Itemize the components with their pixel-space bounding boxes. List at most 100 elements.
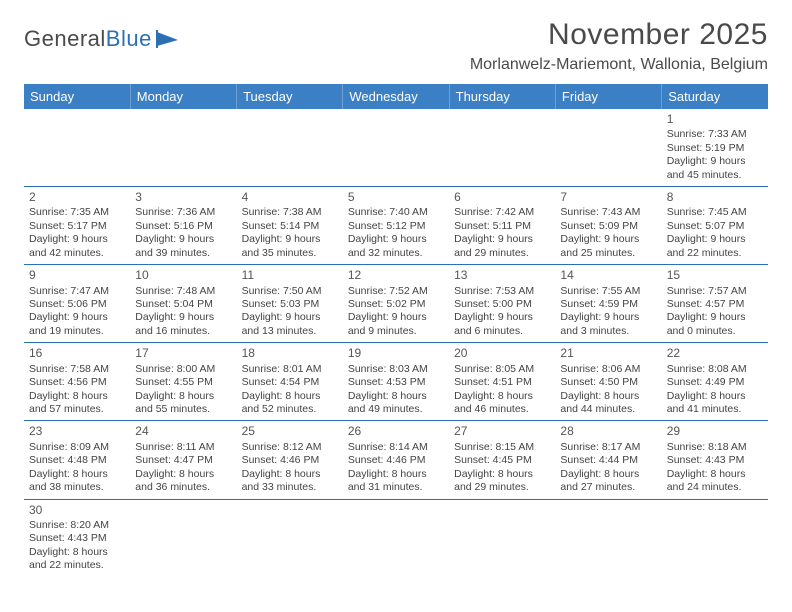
daylight-text: Daylight: 8 hours and 31 minutes. bbox=[348, 468, 444, 495]
day-number: 19 bbox=[348, 346, 444, 361]
sunset-text: Sunset: 5:14 PM bbox=[242, 220, 338, 233]
daylight-text: Daylight: 8 hours and 46 minutes. bbox=[454, 390, 550, 417]
day-number: 7 bbox=[560, 190, 656, 205]
daylight-text: Daylight: 9 hours and 16 minutes. bbox=[135, 311, 231, 338]
sunset-text: Sunset: 5:19 PM bbox=[667, 142, 763, 155]
calendar-cell: 19Sunrise: 8:03 AMSunset: 4:53 PMDayligh… bbox=[343, 343, 449, 421]
sunset-text: Sunset: 4:43 PM bbox=[667, 454, 763, 467]
day-header: Saturday bbox=[662, 84, 768, 109]
day-number: 5 bbox=[348, 190, 444, 205]
calendar-cell: 12Sunrise: 7:52 AMSunset: 5:02 PMDayligh… bbox=[343, 265, 449, 343]
calendar-cell: 27Sunrise: 8:15 AMSunset: 4:45 PMDayligh… bbox=[449, 421, 555, 499]
calendar-cell: 28Sunrise: 8:17 AMSunset: 4:44 PMDayligh… bbox=[555, 421, 661, 499]
day-header: Thursday bbox=[449, 84, 555, 109]
sunrise-text: Sunrise: 8:14 AM bbox=[348, 441, 444, 454]
calendar-cell: 16Sunrise: 7:58 AMSunset: 4:56 PMDayligh… bbox=[24, 343, 130, 421]
location-text: Morlanwelz-Mariemont, Wallonia, Belgium bbox=[470, 56, 768, 74]
day-number: 14 bbox=[560, 268, 656, 283]
calendar-week-row: 23Sunrise: 8:09 AMSunset: 4:48 PMDayligh… bbox=[24, 421, 768, 499]
sunset-text: Sunset: 4:43 PM bbox=[29, 532, 125, 545]
calendar-table: SundayMondayTuesdayWednesdayThursdayFrid… bbox=[24, 84, 768, 577]
day-number: 17 bbox=[135, 346, 231, 361]
calendar-week-row: 16Sunrise: 7:58 AMSunset: 4:56 PMDayligh… bbox=[24, 343, 768, 421]
day-number: 8 bbox=[667, 190, 763, 205]
sunset-text: Sunset: 4:55 PM bbox=[135, 376, 231, 389]
calendar-week-row: 2Sunrise: 7:35 AMSunset: 5:17 PMDaylight… bbox=[24, 187, 768, 265]
daylight-text: Daylight: 9 hours and 45 minutes. bbox=[667, 155, 763, 182]
sunset-text: Sunset: 5:02 PM bbox=[348, 298, 444, 311]
calendar-cell bbox=[449, 109, 555, 187]
sunrise-text: Sunrise: 8:06 AM bbox=[560, 363, 656, 376]
calendar-body: 1Sunrise: 7:33 AMSunset: 5:19 PMDaylight… bbox=[24, 109, 768, 577]
daylight-text: Daylight: 8 hours and 29 minutes. bbox=[454, 468, 550, 495]
sunrise-text: Sunrise: 7:45 AM bbox=[667, 206, 763, 219]
sunrise-text: Sunrise: 7:48 AM bbox=[135, 285, 231, 298]
calendar-cell: 3Sunrise: 7:36 AMSunset: 5:16 PMDaylight… bbox=[130, 187, 236, 265]
day-number: 27 bbox=[454, 424, 550, 439]
calendar-cell: 18Sunrise: 8:01 AMSunset: 4:54 PMDayligh… bbox=[237, 343, 343, 421]
daylight-text: Daylight: 8 hours and 38 minutes. bbox=[29, 468, 125, 495]
sunset-text: Sunset: 4:53 PM bbox=[348, 376, 444, 389]
daylight-text: Daylight: 8 hours and 24 minutes. bbox=[667, 468, 763, 495]
sunset-text: Sunset: 5:07 PM bbox=[667, 220, 763, 233]
sunrise-text: Sunrise: 8:00 AM bbox=[135, 363, 231, 376]
sunrise-text: Sunrise: 8:20 AM bbox=[29, 519, 125, 532]
sunrise-text: Sunrise: 7:36 AM bbox=[135, 206, 231, 219]
daylight-text: Daylight: 9 hours and 19 minutes. bbox=[29, 311, 125, 338]
day-number: 3 bbox=[135, 190, 231, 205]
sunset-text: Sunset: 4:54 PM bbox=[242, 376, 338, 389]
logo-text: GeneralBlue bbox=[24, 26, 152, 52]
calendar-cell bbox=[130, 109, 236, 187]
calendar-cell: 15Sunrise: 7:57 AMSunset: 4:57 PMDayligh… bbox=[662, 265, 768, 343]
calendar-cell: 17Sunrise: 8:00 AMSunset: 4:55 PMDayligh… bbox=[130, 343, 236, 421]
sunset-text: Sunset: 4:59 PM bbox=[560, 298, 656, 311]
day-number: 11 bbox=[242, 268, 338, 283]
calendar-cell: 22Sunrise: 8:08 AMSunset: 4:49 PMDayligh… bbox=[662, 343, 768, 421]
calendar-week-row: 9Sunrise: 7:47 AMSunset: 5:06 PMDaylight… bbox=[24, 265, 768, 343]
sunrise-text: Sunrise: 8:12 AM bbox=[242, 441, 338, 454]
day-header: Tuesday bbox=[237, 84, 343, 109]
day-number: 28 bbox=[560, 424, 656, 439]
sunrise-text: Sunrise: 8:11 AM bbox=[135, 441, 231, 454]
page-title: November 2025 bbox=[470, 18, 768, 52]
sunset-text: Sunset: 5:17 PM bbox=[29, 220, 125, 233]
flag-icon bbox=[156, 30, 184, 48]
calendar-cell: 7Sunrise: 7:43 AMSunset: 5:09 PMDaylight… bbox=[555, 187, 661, 265]
sunset-text: Sunset: 5:04 PM bbox=[135, 298, 231, 311]
calendar-cell: 5Sunrise: 7:40 AMSunset: 5:12 PMDaylight… bbox=[343, 187, 449, 265]
sunset-text: Sunset: 4:56 PM bbox=[29, 376, 125, 389]
sunrise-text: Sunrise: 8:01 AM bbox=[242, 363, 338, 376]
calendar-cell: 29Sunrise: 8:18 AMSunset: 4:43 PMDayligh… bbox=[662, 421, 768, 499]
logo-word2: Blue bbox=[106, 26, 152, 51]
calendar-cell: 8Sunrise: 7:45 AMSunset: 5:07 PMDaylight… bbox=[662, 187, 768, 265]
sunrise-text: Sunrise: 7:52 AM bbox=[348, 285, 444, 298]
day-number: 21 bbox=[560, 346, 656, 361]
sunrise-text: Sunrise: 7:53 AM bbox=[454, 285, 550, 298]
calendar-cell: 1Sunrise: 7:33 AMSunset: 5:19 PMDaylight… bbox=[662, 109, 768, 187]
day-number: 30 bbox=[29, 503, 125, 518]
sunrise-text: Sunrise: 8:15 AM bbox=[454, 441, 550, 454]
day-number: 18 bbox=[242, 346, 338, 361]
sunset-text: Sunset: 4:57 PM bbox=[667, 298, 763, 311]
sunrise-text: Sunrise: 8:08 AM bbox=[667, 363, 763, 376]
logo: GeneralBlue bbox=[24, 18, 184, 52]
calendar-cell: 30Sunrise: 8:20 AMSunset: 4:43 PMDayligh… bbox=[24, 499, 130, 577]
calendar-cell bbox=[237, 499, 343, 577]
calendar-cell: 4Sunrise: 7:38 AMSunset: 5:14 PMDaylight… bbox=[237, 187, 343, 265]
sunrise-text: Sunrise: 7:55 AM bbox=[560, 285, 656, 298]
day-number: 15 bbox=[667, 268, 763, 283]
sunset-text: Sunset: 5:09 PM bbox=[560, 220, 656, 233]
daylight-text: Daylight: 8 hours and 44 minutes. bbox=[560, 390, 656, 417]
calendar-cell bbox=[343, 109, 449, 187]
calendar-week-row: 1Sunrise: 7:33 AMSunset: 5:19 PMDaylight… bbox=[24, 109, 768, 187]
day-number: 20 bbox=[454, 346, 550, 361]
sunset-text: Sunset: 5:12 PM bbox=[348, 220, 444, 233]
logo-word1: General bbox=[24, 26, 106, 51]
calendar-cell bbox=[343, 499, 449, 577]
sunset-text: Sunset: 5:16 PM bbox=[135, 220, 231, 233]
daylight-text: Daylight: 9 hours and 0 minutes. bbox=[667, 311, 763, 338]
daylight-text: Daylight: 9 hours and 22 minutes. bbox=[667, 233, 763, 260]
calendar-cell: 10Sunrise: 7:48 AMSunset: 5:04 PMDayligh… bbox=[130, 265, 236, 343]
sunset-text: Sunset: 4:50 PM bbox=[560, 376, 656, 389]
calendar-cell: 11Sunrise: 7:50 AMSunset: 5:03 PMDayligh… bbox=[237, 265, 343, 343]
